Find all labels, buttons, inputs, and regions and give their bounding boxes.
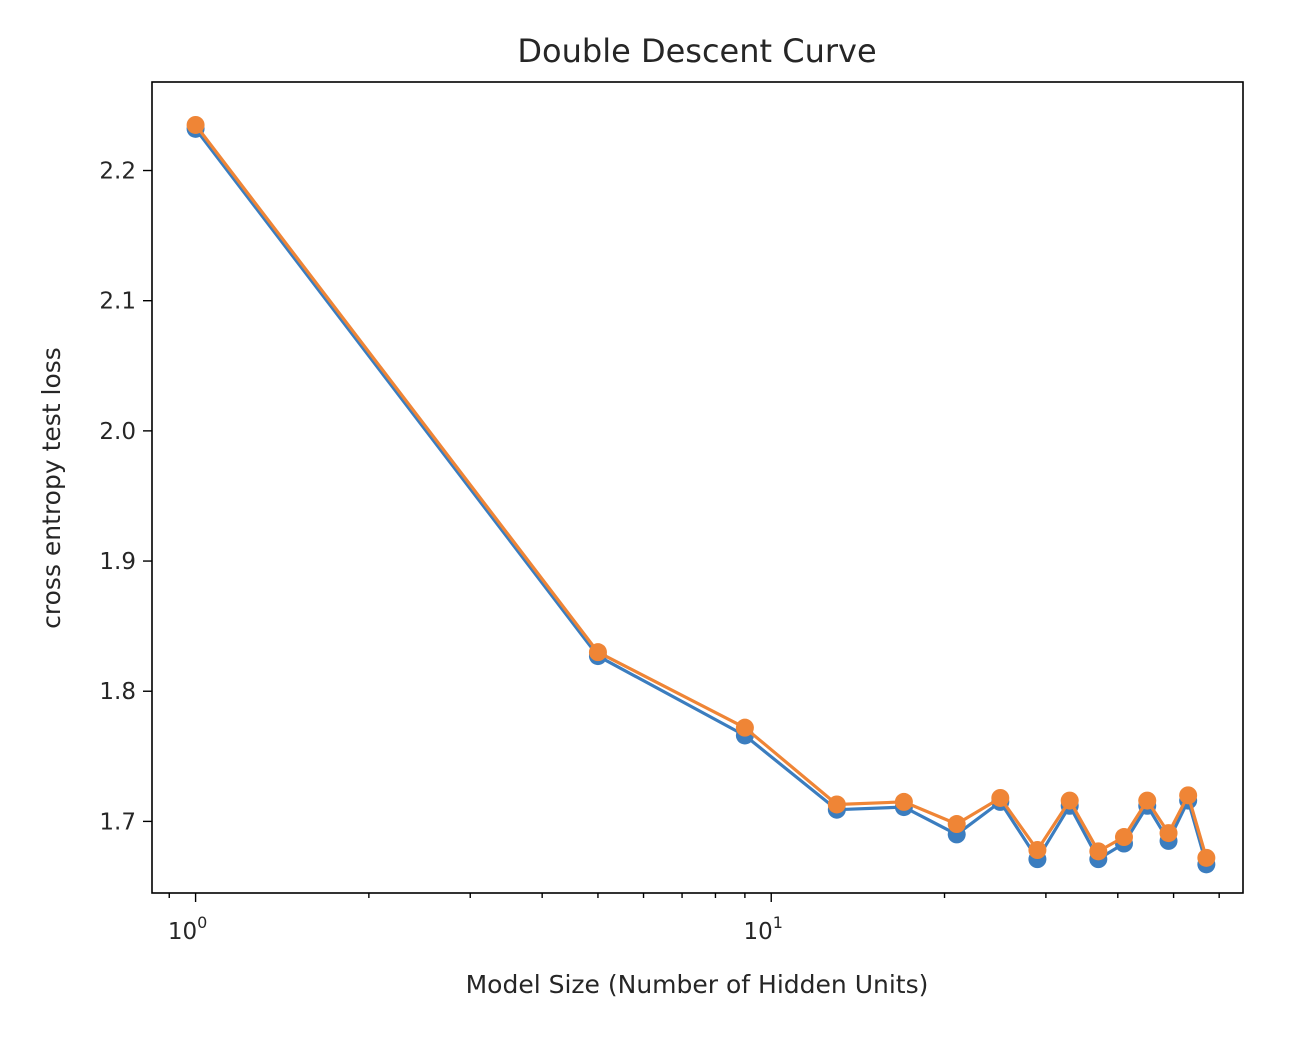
series-2-point	[1179, 786, 1198, 805]
series-2-point	[1028, 841, 1047, 860]
x-tick-label: 101	[743, 913, 782, 945]
series-2-point	[1060, 791, 1079, 810]
x-tick-label: 100	[168, 913, 207, 945]
series-2-point	[991, 788, 1010, 807]
x-axis-label: Model Size (Number of Hidden Units)	[466, 970, 929, 999]
plot-frame	[151, 81, 1244, 894]
y-tick-label: 1.7	[99, 809, 136, 835]
series-2-point	[1197, 848, 1216, 867]
series-2-point	[894, 792, 913, 811]
y-axis-label: cross entropy test loss	[37, 347, 66, 629]
series-2-point	[1089, 842, 1108, 861]
series-2-point	[1159, 824, 1178, 843]
x-axis-ticks: 100 101	[168, 893, 1220, 945]
y-tick-label: 2.1	[99, 289, 136, 315]
y-tick-label: 1.9	[99, 549, 136, 575]
series-2-point	[1114, 828, 1133, 847]
series-2-point	[947, 815, 966, 834]
y-tick-label: 1.8	[99, 679, 136, 705]
series-2-point	[827, 795, 846, 814]
y-tick-label: 2.0	[99, 419, 136, 445]
series-2-point	[735, 718, 754, 737]
series-2-point	[1138, 791, 1157, 810]
y-tick-label: 2.2	[99, 159, 136, 185]
chart-title: Double Descent Curve	[517, 32, 876, 70]
y-axis-ticks: 1.7 1.8 1.9 2.0 2.1 2.2	[99, 159, 152, 835]
series-2-point	[186, 115, 205, 134]
series-2-point	[588, 643, 607, 662]
series-layer	[186, 115, 1216, 874]
